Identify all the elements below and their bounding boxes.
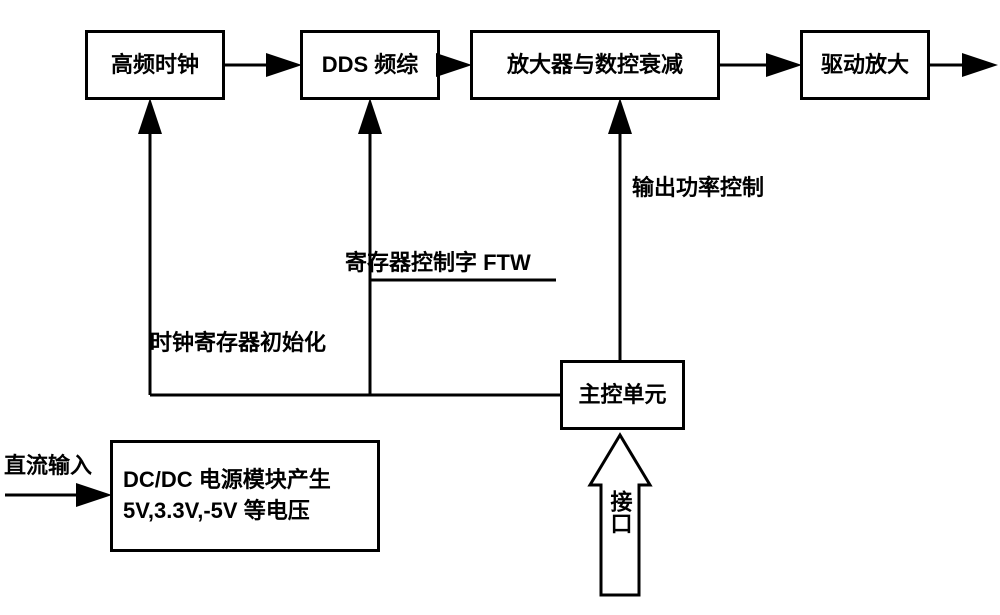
node-hf-clock: 高频时钟 bbox=[85, 30, 225, 100]
node-label: 放大器与数控衰减 bbox=[507, 50, 683, 81]
label-reg-ftw: 寄存器控制字 FTW bbox=[345, 245, 531, 277]
node-label: 高频时钟 bbox=[111, 50, 199, 81]
node-dds: DDS 频综 bbox=[300, 30, 440, 100]
label-clk-init: 时钟寄存器初始化 bbox=[150, 325, 326, 357]
node-drive-amp: 驱动放大 bbox=[800, 30, 930, 100]
label-dc-input: 直流输入 bbox=[4, 448, 92, 480]
node-dcdc: DC/DC 电源模块产生 5V,3.3V,-5V 等电压 bbox=[110, 440, 380, 552]
node-label: 主控单元 bbox=[578, 380, 666, 411]
edge-ctrl-left-bus bbox=[370, 280, 560, 395]
big-arrow-interface bbox=[590, 435, 650, 595]
node-label: DDS 频综 bbox=[322, 50, 419, 81]
node-amp-atten: 放大器与数控衰减 bbox=[470, 30, 720, 100]
label-interface: 接口 bbox=[608, 490, 633, 534]
node-main-ctrl: 主控单元 bbox=[560, 360, 685, 430]
node-label: 驱动放大 bbox=[821, 50, 909, 81]
node-label: DC/DC 电源模块产生 5V,3.3V,-5V 等电压 bbox=[123, 465, 331, 527]
label-pwr-ctrl: 输出功率控制 bbox=[632, 170, 764, 202]
diagram-canvas: 高频时钟 DDS 频综 放大器与数控衰减 驱动放大 主控单元 DC/DC 电源模… bbox=[0, 0, 1000, 615]
